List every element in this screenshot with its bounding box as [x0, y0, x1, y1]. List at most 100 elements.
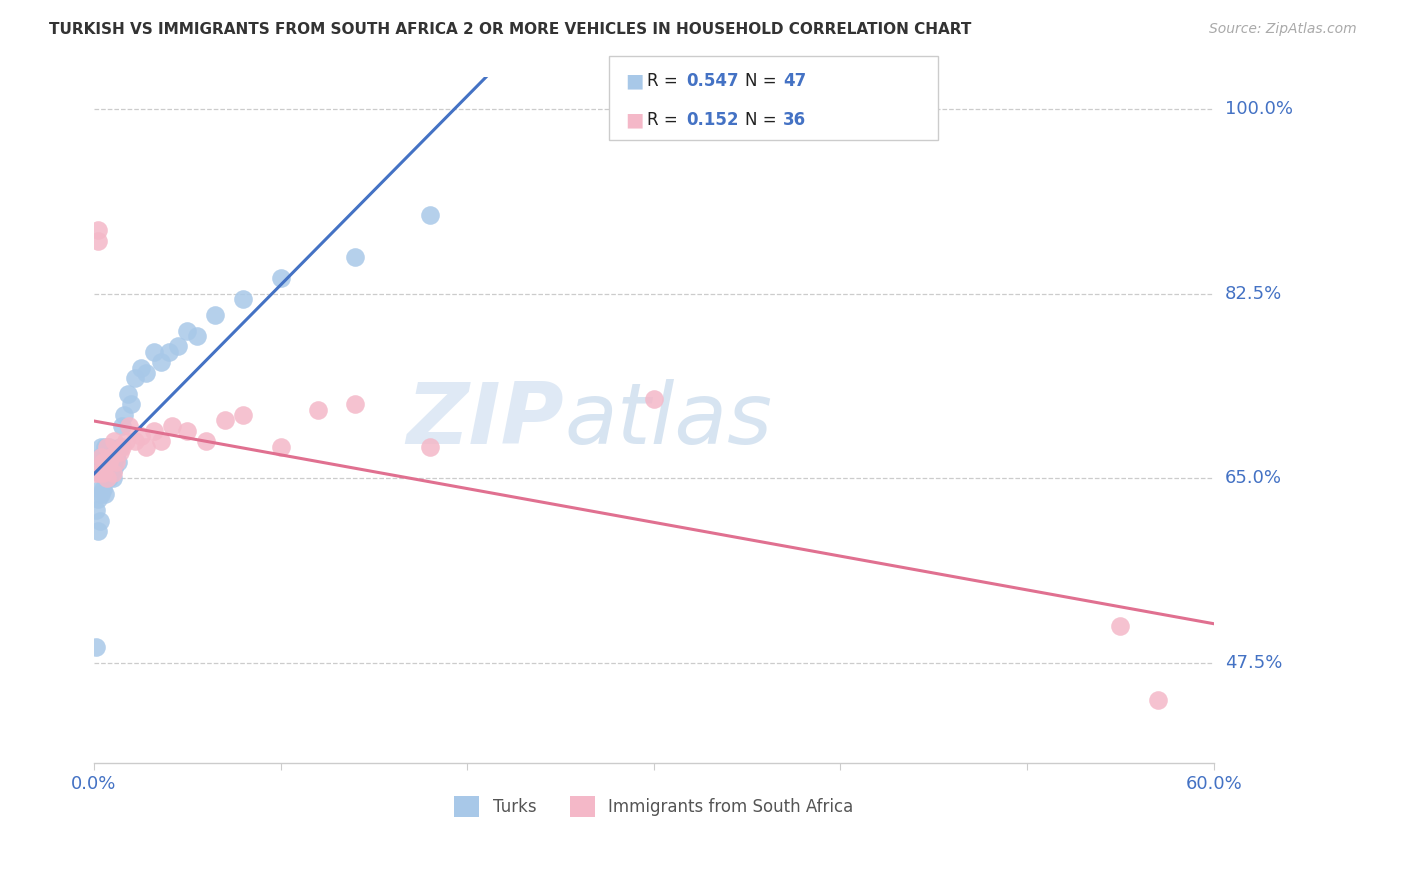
Point [1146, 693, 1168, 707]
Text: 82.5%: 82.5% [1225, 285, 1282, 302]
Point [84, 503, 107, 517]
Point [114, 434, 136, 449]
Point [186, 329, 208, 343]
Point [96, 466, 118, 480]
Point [150, 355, 173, 369]
Point [124, 371, 146, 385]
Text: 36: 36 [783, 112, 806, 129]
Text: TURKISH VS IMMIGRANTS FROM SOUTH AFRICA 2 OR MORE VEHICLES IN HOUSEHOLD CORRELAT: TURKISH VS IMMIGRANTS FROM SOUTH AFRICA … [49, 22, 972, 37]
Text: N =: N = [745, 112, 782, 129]
Point [142, 424, 165, 438]
Point [105, 450, 128, 465]
Point [96, 471, 118, 485]
Point [90, 466, 112, 480]
Point [232, 292, 254, 306]
Point [194, 434, 217, 449]
Point [86, 524, 108, 538]
Point [176, 424, 198, 438]
Point [86, 492, 108, 507]
Text: 0.547: 0.547 [686, 72, 738, 90]
Point [90, 440, 112, 454]
Point [86, 223, 108, 237]
Point [103, 434, 125, 449]
Point [135, 366, 157, 380]
Point [419, 440, 441, 454]
Point [97, 440, 120, 454]
Point [120, 397, 142, 411]
Point [89, 482, 111, 496]
Point [84, 466, 107, 480]
Point [100, 450, 122, 465]
Text: atlas: atlas [564, 379, 772, 462]
Point [150, 434, 173, 449]
Point [344, 250, 367, 264]
Point [214, 413, 236, 427]
Point [419, 208, 441, 222]
Point [97, 455, 120, 469]
Point [107, 455, 129, 469]
Point [643, 392, 665, 407]
Point [111, 440, 134, 454]
Text: 47: 47 [783, 72, 807, 90]
Point [89, 450, 111, 465]
Text: 0.152: 0.152 [686, 112, 738, 129]
Point [89, 466, 111, 480]
Text: 65.0%: 65.0% [1225, 469, 1282, 487]
Text: R =: R = [647, 112, 683, 129]
Point [129, 360, 152, 375]
Text: 47.5%: 47.5% [1225, 654, 1282, 672]
Point [344, 397, 367, 411]
Point [100, 466, 122, 480]
Point [90, 487, 112, 501]
Point [1109, 619, 1132, 633]
Point [232, 408, 254, 422]
Point [167, 339, 190, 353]
Point [105, 455, 128, 469]
Point [89, 466, 111, 480]
Point [94, 487, 117, 501]
Point [94, 460, 117, 475]
Point [91, 482, 114, 496]
Point [96, 450, 118, 465]
Point [91, 455, 114, 469]
Point [112, 408, 135, 422]
Text: ■: ■ [626, 71, 644, 91]
Text: N =: N = [745, 72, 782, 90]
Point [135, 440, 157, 454]
Point [204, 308, 226, 322]
Text: Source: ZipAtlas.com: Source: ZipAtlas.com [1209, 22, 1357, 37]
Point [129, 429, 152, 443]
Point [101, 471, 124, 485]
Point [84, 640, 107, 654]
Point [270, 271, 292, 285]
Point [108, 445, 131, 459]
Point [86, 234, 108, 248]
Point [94, 440, 117, 454]
Point [94, 455, 117, 469]
Point [89, 514, 111, 528]
Point [103, 460, 125, 475]
Point [96, 440, 118, 454]
Text: R =: R = [647, 72, 683, 90]
Point [90, 450, 112, 465]
Point [101, 445, 124, 459]
Text: ■: ■ [626, 111, 644, 130]
Point [162, 418, 184, 433]
Point [118, 418, 141, 433]
Point [117, 387, 139, 401]
Point [91, 466, 114, 480]
Point [97, 471, 120, 485]
Point [124, 434, 146, 449]
Legend: Turks, Immigrants from South Africa: Turks, Immigrants from South Africa [447, 789, 860, 823]
Point [91, 455, 114, 469]
Point [101, 466, 124, 480]
Point [270, 440, 292, 454]
Point [142, 344, 165, 359]
Text: ZIP: ZIP [406, 379, 564, 462]
Point [86, 455, 108, 469]
Point [176, 324, 198, 338]
Point [157, 344, 180, 359]
Point [307, 402, 329, 417]
Point [100, 450, 122, 465]
Point [111, 418, 134, 433]
